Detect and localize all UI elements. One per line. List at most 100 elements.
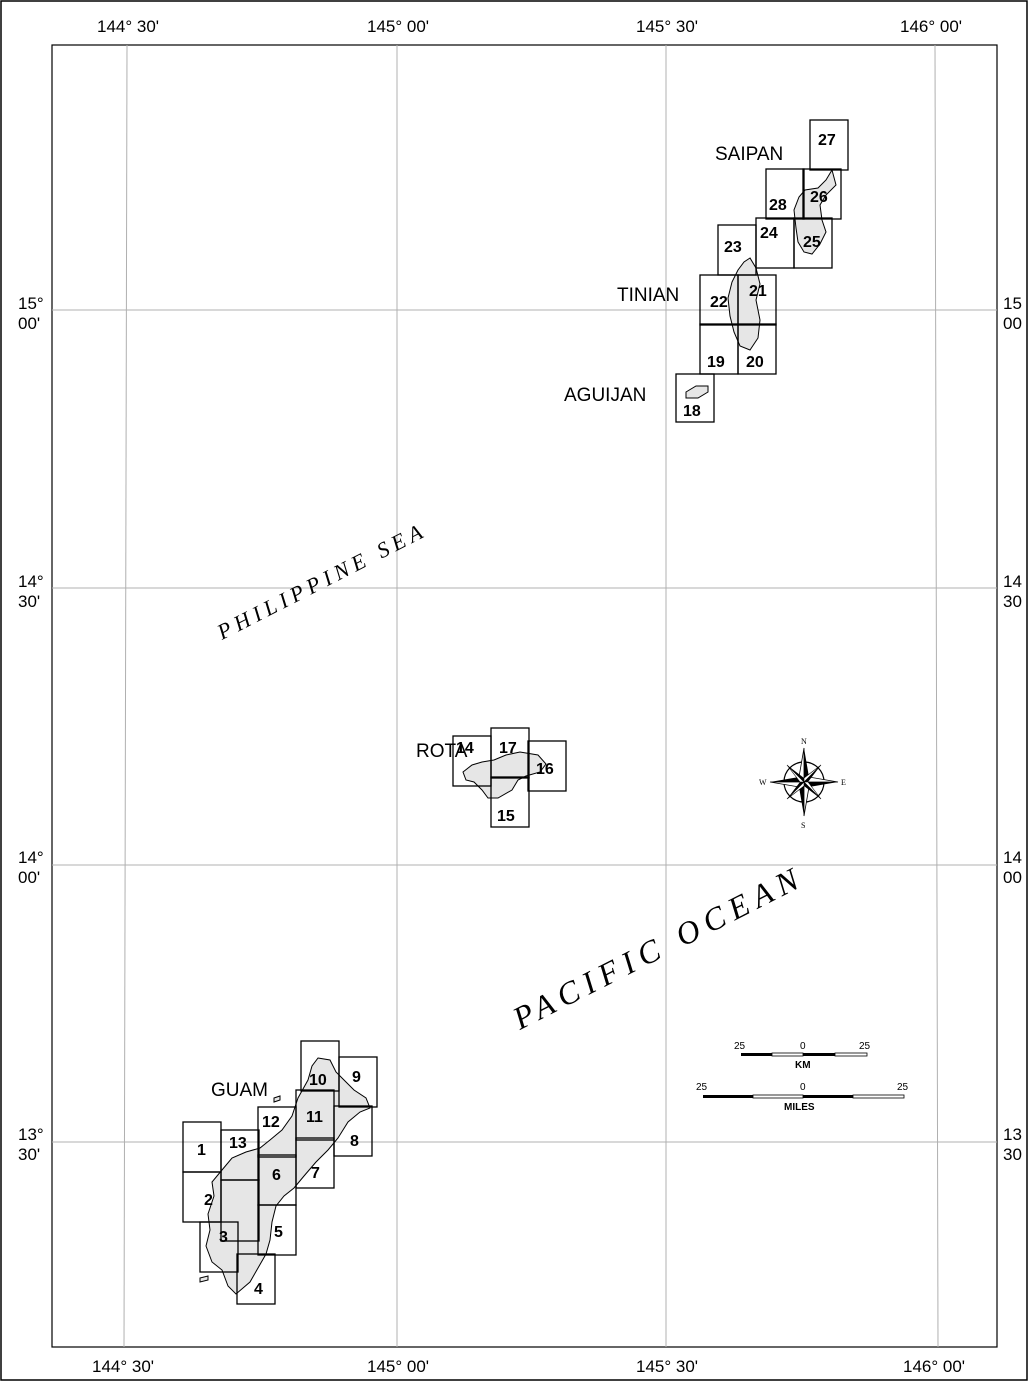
sheet-number-25: 25 xyxy=(803,234,821,251)
sheet-number-23: 23 xyxy=(724,239,742,256)
aguijan-island xyxy=(685,385,709,399)
place-label-rota: ROTA xyxy=(416,741,468,762)
sheet-box-15[interactable] xyxy=(490,776,530,828)
lat-label-left-deg: 14° xyxy=(18,848,44,867)
compass-east-point xyxy=(804,782,838,787)
sheet-box-26[interactable] xyxy=(802,168,842,220)
sheet-number-11: 11 xyxy=(306,1109,323,1126)
sheet-number-27: 27 xyxy=(818,132,836,149)
sheet-number-17: 17 xyxy=(499,740,517,757)
scale-mi-seg xyxy=(752,1094,804,1099)
sheet-number-7: 7 xyxy=(311,1165,320,1182)
sheet-box-7[interactable] xyxy=(295,1137,335,1189)
sheet-number-4: 4 xyxy=(254,1281,263,1298)
lat-label-right-deg: 15 xyxy=(1003,294,1022,313)
sheet-box-13b xyxy=(220,1179,260,1242)
map-neatline xyxy=(51,44,998,1348)
lat-label-left-deg: 14° xyxy=(18,572,44,591)
compass-rose: N S E W xyxy=(759,737,846,830)
scale-km-left: 25 xyxy=(734,1041,746,1052)
sheet-box-10[interactable] xyxy=(300,1040,340,1092)
sheet-index xyxy=(182,119,849,1305)
lat-label-left-min: 00' xyxy=(18,868,40,887)
lon-label-bottom: 144° 30' xyxy=(92,1357,154,1376)
scale-mi-seg xyxy=(803,1095,853,1098)
sheet-number-13: 13 xyxy=(229,1135,247,1152)
lat-label-right-min: 00 xyxy=(1003,314,1022,333)
compass-w-label: W xyxy=(759,778,767,787)
compass-s-label: S xyxy=(801,821,805,830)
lat-label-right-deg: 14 xyxy=(1003,848,1022,867)
meridian-146-00 xyxy=(934,44,939,1348)
lon-label-top: 145° 00' xyxy=(367,17,429,36)
sheet-numbers: 1 2 3 4 5 6 7 8 9 10 11 12 13 14 15 16 1… xyxy=(197,132,836,1298)
sheet-number-26: 26 xyxy=(810,189,828,206)
sheet-number-16: 16 xyxy=(536,761,554,778)
sheet-number-14: 14 xyxy=(456,740,474,757)
left-latitude-labels: 15° 00' 14° 30' 14° 00' 13° 30' xyxy=(18,294,44,1164)
tinian-island xyxy=(727,257,761,351)
lat-label-left-min: 30' xyxy=(18,592,40,611)
lat-label-left-min: 00' xyxy=(18,314,40,333)
compass-north-point xyxy=(804,748,809,782)
sheet-number-9: 9 xyxy=(352,1069,361,1086)
scale-km-seg xyxy=(834,1052,868,1057)
scale-km-unit: KM xyxy=(795,1060,811,1071)
scale-mi-mid: 0 xyxy=(800,1082,806,1093)
sheet-box-4[interactable] xyxy=(236,1253,276,1305)
land-masses xyxy=(199,168,837,1295)
scale-km-seg xyxy=(803,1053,835,1056)
ocean-label: PACIFIC OCEAN xyxy=(506,858,811,1037)
sheet-box-16[interactable] xyxy=(527,740,567,792)
compass-e-label: E xyxy=(841,778,846,787)
bottom-longitude-labels: 144° 30' 145° 00' 145° 30' 146° 00' xyxy=(92,1357,965,1376)
lon-label-bottom: 145° 00' xyxy=(367,1357,429,1376)
sheet-box-12[interactable] xyxy=(257,1106,297,1158)
sheet-box-17[interactable] xyxy=(490,727,530,779)
lon-label-top: 146° 00' xyxy=(900,17,962,36)
meridian-144-30 xyxy=(123,44,128,1348)
place-names: SAIPAN TINIAN AGUIJAN ROTA GUAM xyxy=(211,144,783,1101)
sheet-number-15: 15 xyxy=(497,808,515,825)
scale-km-right: 25 xyxy=(859,1041,871,1052)
compass-n-label: N xyxy=(801,737,807,746)
scale-bar-km: 25 0 25 KM xyxy=(734,1041,871,1071)
sea-label: PHILIPPINE SEA xyxy=(212,517,431,645)
sheet-number-3: 3 xyxy=(219,1229,228,1246)
sheet-box-28[interactable] xyxy=(765,168,805,220)
sheet-box-18[interactable] xyxy=(675,373,715,423)
sheet-box-27[interactable] xyxy=(809,119,849,171)
lat-label-right-deg: 14 xyxy=(1003,572,1022,591)
scale-mi-unit: MILES xyxy=(784,1102,815,1113)
sheet-box-25[interactable] xyxy=(793,217,833,269)
islet xyxy=(199,1275,209,1283)
lat-label-right-deg: 13 xyxy=(1003,1125,1022,1144)
right-latitude-labels: 15 00 14 30 14 00 13 30 xyxy=(1003,294,1022,1164)
compass-se-point-half xyxy=(803,781,822,800)
islet xyxy=(273,1095,281,1103)
lat-label-left-min: 30' xyxy=(18,1145,40,1164)
sheet-number-28: 28 xyxy=(769,197,787,214)
sheet-number-5: 5 xyxy=(274,1224,283,1241)
place-label-tinian: TINIAN xyxy=(617,285,679,306)
sheet-box-3[interactable] xyxy=(199,1221,239,1273)
sheet-number-22: 22 xyxy=(710,294,728,311)
sheet-number-18: 18 xyxy=(683,403,701,420)
top-longitude-labels: 144° 30' 145° 00' 145° 30' 146° 00' xyxy=(97,17,962,36)
scale-mi-right: 25 xyxy=(897,1082,909,1093)
sheet-number-21: 21 xyxy=(749,283,767,300)
lat-label-left-deg: 15° xyxy=(18,294,44,313)
sheet-box-20[interactable] xyxy=(737,323,777,375)
scale-mi-seg xyxy=(852,1094,905,1099)
scale-km-seg xyxy=(771,1052,804,1057)
sheet-number-6: 6 xyxy=(272,1167,281,1184)
scale-km-mid: 0 xyxy=(800,1041,806,1052)
lat-label-right-min: 30 xyxy=(1003,1145,1022,1164)
sheet-number-2: 2 xyxy=(204,1192,213,1209)
lat-label-right-min: 00 xyxy=(1003,868,1022,887)
sheet-number-20: 20 xyxy=(746,354,764,371)
sheet-number-24: 24 xyxy=(760,225,778,242)
scale-mi-left: 25 xyxy=(696,1082,708,1093)
